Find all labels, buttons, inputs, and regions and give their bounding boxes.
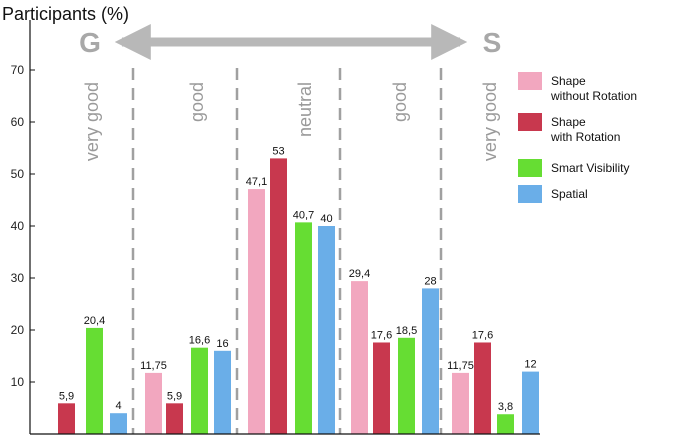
bar <box>214 350 231 434</box>
bar <box>145 372 162 434</box>
bar <box>522 371 539 434</box>
bar <box>318 226 335 434</box>
y-tick-label: 10 <box>11 375 25 389</box>
legend-label: Smart Visibility <box>551 161 629 175</box>
bar <box>373 342 390 434</box>
bar-value-label: 29,4 <box>349 268 370 280</box>
bar <box>452 372 469 434</box>
bar-value-label: 40,7 <box>293 209 314 221</box>
bar-value-label: 4 <box>115 400 121 412</box>
bar <box>86 327 103 434</box>
bar-value-label: 3,8 <box>498 401 513 413</box>
rating-label: good <box>187 82 207 122</box>
bar <box>295 222 312 434</box>
bar <box>191 347 208 434</box>
bar <box>110 413 127 434</box>
scale-endpoint-left: G <box>79 27 101 58</box>
bar <box>497 414 514 434</box>
bar-value-label: 47,1 <box>246 176 267 188</box>
scale-endpoint-right: S <box>483 27 502 58</box>
bar-value-label: 11,75 <box>447 360 474 372</box>
bar-value-label: 18,5 <box>396 325 417 337</box>
bar-value-label: 16 <box>216 338 228 350</box>
y-tick-label: 20 <box>11 323 25 337</box>
legend-label: Shape with Rotation <box>550 115 620 144</box>
bar-value-label: 5,9 <box>167 390 182 402</box>
bar-value-label: 5,9 <box>59 390 74 402</box>
y-tick-label: 70 <box>11 63 25 77</box>
bar <box>166 403 183 434</box>
rating-label: good <box>390 82 410 122</box>
bar-value-label: 17,6 <box>472 329 493 341</box>
bar <box>398 337 415 434</box>
bar <box>351 281 368 434</box>
bar <box>58 403 75 434</box>
legend-label: Shape without Rotation <box>550 74 637 103</box>
bar <box>248 189 265 434</box>
legend-label: Spatial <box>551 187 588 201</box>
legend-swatch <box>518 159 542 177</box>
y-tick-label: 60 <box>11 115 25 129</box>
y-tick-label: 40 <box>11 219 25 233</box>
bar <box>270 158 287 434</box>
y-tick-label: 30 <box>11 271 25 285</box>
bar-value-label: 53 <box>272 145 284 157</box>
bar <box>422 288 439 434</box>
rating-label: very good <box>480 82 500 161</box>
bar-value-label: 28 <box>424 275 436 287</box>
bar-value-label: 12 <box>524 359 536 371</box>
bar-value-label: 20,4 <box>84 315 105 327</box>
legend-swatch <box>518 72 542 90</box>
rating-label: very good <box>82 82 102 161</box>
bar <box>474 342 491 434</box>
y-tick-label: 50 <box>11 167 25 181</box>
bar-value-label: 17,6 <box>371 329 392 341</box>
bar-value-label: 16,6 <box>189 335 210 347</box>
legend-swatch <box>518 113 542 131</box>
legend-swatch <box>518 185 542 203</box>
y-axis-label: Participants (%) <box>2 4 129 24</box>
rating-label: neutral <box>295 82 315 137</box>
bar-value-label: 40 <box>320 213 332 225</box>
bar-value-label: 11,75 <box>140 360 167 372</box>
